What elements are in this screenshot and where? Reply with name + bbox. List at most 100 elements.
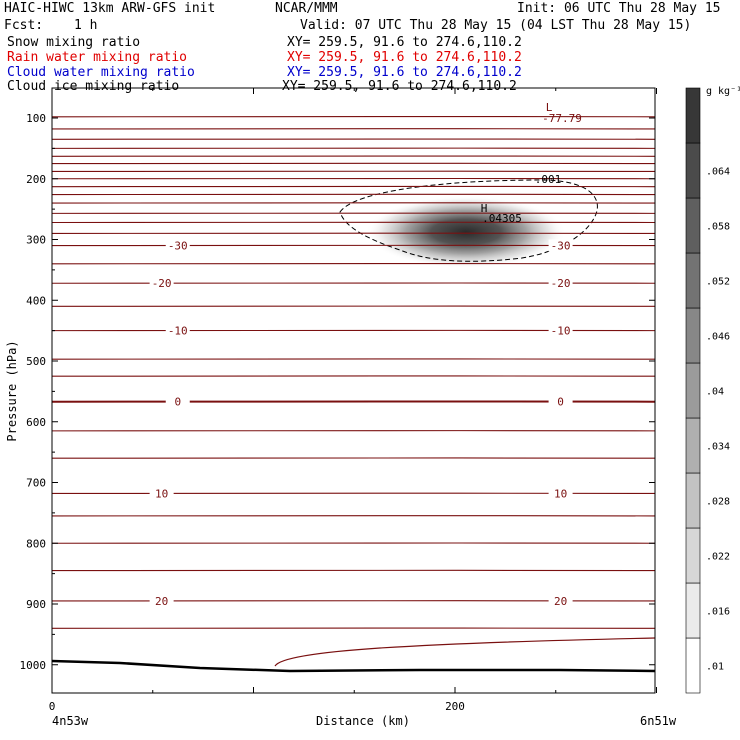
x-tick-label: 0	[49, 700, 56, 713]
isotherm-line	[52, 177, 655, 180]
colorbar-swatch	[685, 582, 701, 639]
isotherm-label: -20	[551, 277, 571, 290]
isotherm-label-halo	[165, 395, 190, 408]
isotherm-label-halo	[548, 594, 573, 607]
isotherm-line	[52, 515, 655, 517]
isotherm-line	[52, 147, 655, 150]
colorbar-tick-label: .01	[706, 662, 724, 673]
isotherm-line	[52, 138, 655, 141]
isotherm-line	[52, 202, 655, 204]
y-tick-label: 400	[26, 294, 46, 307]
terrain-line	[52, 659, 655, 673]
isotherm-line	[52, 430, 655, 432]
isotherm-label: 20	[554, 595, 567, 608]
y-tick-label: 800	[26, 537, 46, 550]
isotherm-label-halo	[548, 395, 573, 408]
max-marker: H	[481, 202, 488, 215]
isotherm-label-halo	[165, 324, 190, 337]
colorbar-tick-label: .022	[706, 552, 730, 563]
colorbar-tick-label: .058	[706, 222, 730, 233]
valid-time: Valid: 07 UTC Thu 28 May 15 (04 LST Thu …	[300, 18, 692, 33]
isotherm-label-halo	[149, 277, 174, 290]
isotherm-line	[52, 115, 655, 118]
colorbar-tick-label: .028	[706, 497, 730, 508]
field-cloudice-name: Cloud ice mixing ratio	[7, 79, 180, 94]
fcst-label: Fcst:	[4, 18, 44, 33]
right-endpoint-label: 6n51w	[640, 714, 677, 728]
field-snow-name: Snow mixing ratio	[7, 35, 141, 50]
y-tick-label: 900	[26, 598, 46, 611]
colorbar-tick-label: .046	[706, 332, 730, 343]
isotherm-label: 0	[557, 396, 564, 409]
isotherm-line	[52, 375, 655, 378]
y-tick-label: 300	[26, 234, 46, 247]
max-value: .04305	[482, 212, 522, 225]
isotherm-line	[52, 170, 655, 173]
isotherm-label-halo	[149, 594, 174, 607]
isotherm-label-halo	[548, 324, 573, 337]
isotherm-line	[52, 212, 655, 215]
colorbar-swatch	[685, 307, 701, 364]
field-rain-xy: XY= 259.5, 91.6 to 274.6,110.2	[287, 50, 522, 65]
colorbar-swatch	[685, 637, 701, 694]
colorbar-swatch	[685, 197, 701, 254]
isotherm-line	[52, 155, 655, 158]
field-cloudice-xy: XY= 259.5, 91.6 to 274.6,110.2	[282, 79, 517, 94]
colorbar-swatch	[685, 142, 701, 199]
x-tick-label: 200	[445, 700, 465, 713]
x-axis-label: Distance (km)	[316, 714, 410, 728]
colorbar: .01 .016 .022 .028 .034 .04 .046 .052 .058 .064	[685, 87, 730, 694]
colorbar-swatch	[685, 252, 701, 309]
isotherm-line	[52, 193, 655, 196]
center-label: NCAR/MMM	[275, 1, 338, 16]
isotherm-label: 0	[174, 396, 181, 409]
colorbar-tick-label: .052	[706, 277, 730, 288]
isotherm-line	[52, 162, 655, 165]
isotherm-label: 10	[554, 487, 567, 500]
isotherm-label: -10	[168, 325, 188, 338]
colorbar-swatch	[685, 417, 701, 474]
isotherm-line	[52, 128, 655, 130]
y-tick-label: 100	[26, 112, 46, 125]
fcst-value: 1 h	[74, 18, 98, 33]
isotherm-label-halo	[548, 487, 573, 500]
field-cloudwater-xy: XY= 259.5, 91.6 to 274.6,110.2	[287, 65, 522, 80]
isotherm-label: -20	[152, 277, 172, 290]
mixing-ratio-shading	[366, 196, 566, 268]
isotherm-label: 10	[155, 487, 168, 500]
field-cloudwater-name: Cloud water mixing ratio	[7, 65, 195, 80]
isotherm-label: -30	[168, 240, 188, 253]
isotherm-label-halo	[149, 487, 174, 500]
chart-title: HAIC-HIWC 13km ARW-GFS init	[4, 1, 216, 16]
isotherm-line	[52, 185, 655, 188]
isotherm-label: 20	[155, 595, 168, 608]
colorbar-swatch	[685, 362, 701, 419]
colorbar-swatch	[685, 472, 701, 529]
init-time: Init: 06 UTC Thu 28 May 15	[517, 1, 721, 16]
y-tick-label: 1000	[20, 659, 47, 672]
colorbar-unit: g kg⁻¹	[706, 86, 740, 97]
isotherm-label-halo	[165, 239, 190, 252]
min-marker: L	[546, 101, 553, 114]
colorbar-tick-label: .04	[706, 387, 724, 398]
plot-frame	[51, 87, 656, 694]
colorbar-tick-label: .016	[706, 607, 730, 618]
isotherm-line	[52, 569, 655, 572]
y-axis-label: Pressure (hPa)	[5, 340, 19, 441]
isotherm-line	[52, 262, 655, 265]
isotherm-line	[52, 358, 655, 361]
colorbar-swatch	[685, 87, 701, 144]
isotherm-line	[52, 542, 655, 545]
isotherm-line	[52, 221, 655, 224]
y-tick-label: 700	[26, 477, 46, 490]
isotherm-line	[52, 457, 655, 460]
colorbar-tick-label: .034	[706, 442, 730, 453]
field-snow-xy: XY= 259.5, 91.6 to 274.6,110.2	[287, 35, 522, 50]
min-value: -77.79	[542, 112, 582, 125]
isotherm-label: -30	[551, 240, 571, 253]
isotherm-line	[52, 232, 655, 235]
isotherm-line	[52, 627, 655, 630]
colorbar-tick-label: .064	[706, 167, 730, 178]
y-tick-label: 500	[26, 355, 46, 368]
